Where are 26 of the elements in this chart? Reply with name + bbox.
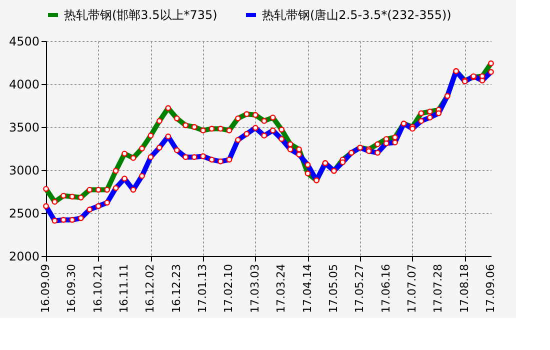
x-tick-label: 16.12.02 [144,264,157,313]
x-tick-label: 17.01.13 [196,264,210,313]
legend-label: 热轧带钢(唐山2.5-3.5*(232-355)) [262,8,452,22]
y-tick-label: 2000 [8,250,40,264]
x-tick-label: 16.09.30 [65,264,78,313]
y-tick-label: 2500 [8,206,40,220]
x-tick-label: 16.10.21 [91,264,104,313]
y-tick-label: 4000 [8,78,40,92]
y-tick-label: 4500 [8,34,40,48]
x-tick-label: 17.03.24 [274,264,288,313]
y-tick-label: 3500 [8,120,40,134]
x-tick-label: 17.02.10 [222,264,236,313]
x-tick-label: 17.05.05 [326,264,340,313]
y-tick-label: 3000 [8,164,40,178]
x-tick-label: 17.04.14 [300,264,314,313]
x-tick-label: 17.09.06 [484,264,497,313]
x-tick-label: 17.05.27 [353,264,366,313]
x-tick-label: 16.12.23 [170,264,183,313]
x-tick-label: 17.03.03 [248,264,262,313]
x-tick-label: 17.06.16 [379,264,392,313]
x-tick-label: 16.11.11 [118,264,131,313]
x-tick-label: 17.08.18 [458,264,471,313]
x-tick-label: 16.09.09 [39,264,52,313]
legend-label: 热轧带钢(邯郸3.5以上*735) [64,8,218,22]
x-tick-label: 17.07.07 [405,264,418,313]
x-tick-label: 17.07.28 [432,264,445,313]
